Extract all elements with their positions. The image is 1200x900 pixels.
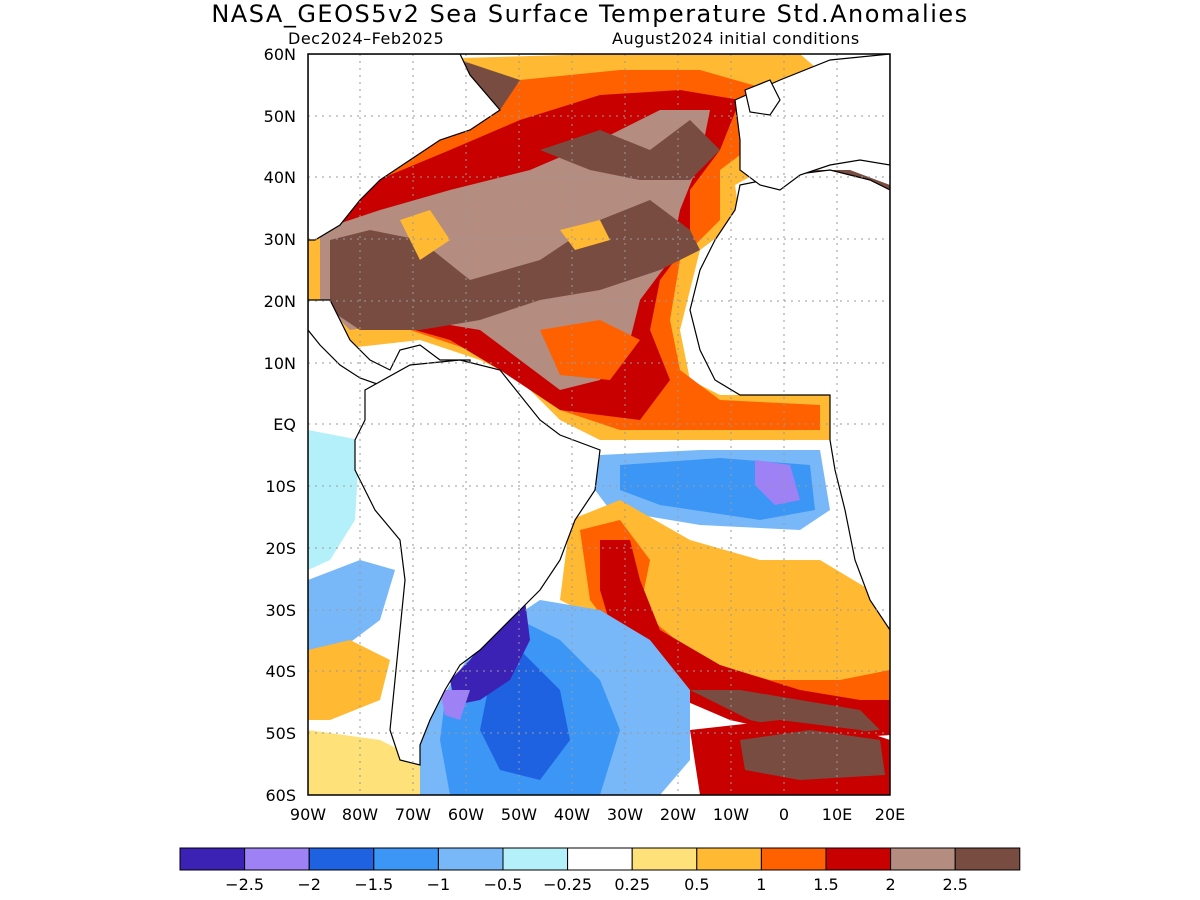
colorbar-swatch bbox=[825, 847, 892, 871]
colorbar-swatch bbox=[437, 847, 504, 871]
lat-label: 20N bbox=[264, 292, 296, 311]
lon-label: 30W bbox=[607, 805, 643, 824]
initial-conditions: August2024 initial conditions bbox=[612, 29, 860, 48]
colorbar-label: −2 bbox=[297, 875, 321, 894]
lat-label: 50S bbox=[265, 724, 296, 743]
north-atlantic-extreme-dark bbox=[330, 60, 720, 330]
forecast-period: Dec2024–Feb2025 bbox=[288, 29, 445, 48]
lon-label: 40W bbox=[554, 805, 590, 824]
lat-label: 50N bbox=[264, 107, 296, 126]
colorbar-label: −2.5 bbox=[225, 875, 264, 894]
map-gridlines bbox=[308, 54, 890, 795]
lon-label: 50W bbox=[501, 805, 537, 824]
colorbar-label: 2.5 bbox=[942, 875, 967, 894]
lat-label: 10S bbox=[265, 477, 296, 496]
colorbar-swatch bbox=[696, 847, 762, 871]
patagonian-shelf-anomaly bbox=[450, 600, 530, 705]
anomaly-field bbox=[308, 54, 890, 795]
longitude-axis: 90W 80W 70W 60W 50W 40W 30W 20W 10W 0 10… bbox=[290, 805, 905, 824]
lon-label: 60W bbox=[448, 805, 484, 824]
north-america-land bbox=[308, 54, 501, 241]
lat-label: 60S bbox=[265, 786, 296, 805]
colorbar-swatch bbox=[631, 847, 698, 871]
colorbar-swatch bbox=[954, 847, 1021, 871]
lat-label: 40S bbox=[265, 662, 296, 681]
colorbar-label: 0.25 bbox=[614, 875, 650, 894]
lon-label: 70W bbox=[395, 805, 431, 824]
colorbar-label: 1.5 bbox=[813, 875, 838, 894]
map-frame bbox=[307, 53, 891, 796]
colorbar-swatch bbox=[308, 847, 375, 871]
lon-label: 20W bbox=[660, 805, 696, 824]
lat-label: 30N bbox=[264, 230, 296, 249]
colorbar-swatch bbox=[890, 847, 956, 871]
latitude-axis: 60N 50N 40N 30N 20N 10N EQ 10S 20S 30S 4… bbox=[264, 45, 296, 805]
lat-label: EQ bbox=[273, 415, 296, 434]
lon-label: 10E bbox=[822, 805, 852, 824]
lat-label: 20S bbox=[265, 539, 296, 558]
colorbar-label: 2 bbox=[886, 875, 896, 894]
colorbar-label: 0.5 bbox=[684, 875, 709, 894]
lon-label: 80W bbox=[342, 805, 378, 824]
lat-label: 60N bbox=[264, 45, 296, 64]
lat-label: 40N bbox=[264, 168, 296, 187]
map-title: NASA_GEOS5v2 Sea Surface Temperature Std… bbox=[211, 0, 969, 28]
colorbar-labels: −2.5 −2 −1.5 −1 −0.5 −0.25 0.25 0.5 1 1.5 2 2.5 bbox=[225, 875, 968, 894]
lon-label: 90W bbox=[290, 805, 326, 824]
lat-label: 30S bbox=[265, 601, 296, 620]
colorbar-label: −1 bbox=[427, 875, 451, 894]
colorbar-swatch bbox=[373, 847, 439, 871]
colorbar-label: −0.25 bbox=[543, 875, 592, 894]
colorbar-swatch bbox=[179, 847, 246, 871]
lon-label: 20E bbox=[875, 805, 905, 824]
africa-land bbox=[689, 169, 890, 632]
colorbar-label: 1 bbox=[756, 875, 766, 894]
colorbar-swatch bbox=[760, 847, 827, 871]
lat-label: 10N bbox=[264, 354, 296, 373]
colorbar bbox=[179, 847, 1021, 871]
colorbar-swatch bbox=[244, 847, 310, 871]
colorbar-swatch bbox=[567, 847, 633, 871]
colorbar-label: −1.5 bbox=[354, 875, 393, 894]
lon-label: 0 bbox=[779, 805, 789, 824]
south-america-land bbox=[354, 359, 601, 766]
lon-label: 10W bbox=[713, 805, 749, 824]
colorbar-label: −0.5 bbox=[484, 875, 523, 894]
colorbar-swatch bbox=[502, 847, 569, 871]
